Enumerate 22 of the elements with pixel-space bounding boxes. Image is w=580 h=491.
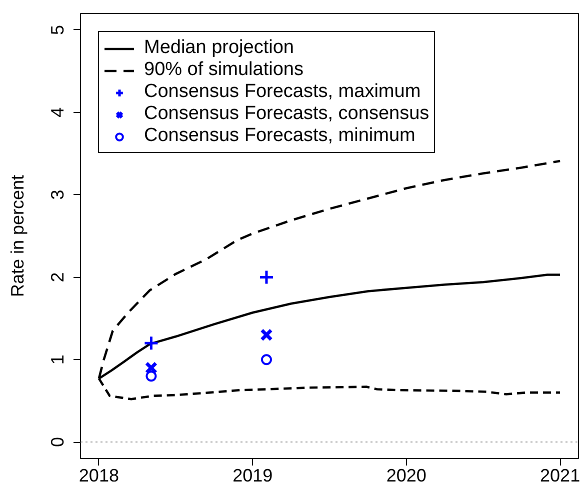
legend-label: Consensus Forecasts, minimum <box>144 125 416 147</box>
x-tick-label: 2019 <box>232 466 273 486</box>
point <box>146 370 157 382</box>
x-tick-label: 2018 <box>78 466 119 486</box>
x-tick-label: 2020 <box>386 466 426 486</box>
y-tick-label: 5 <box>48 24 68 35</box>
y-tick-label: 3 <box>48 190 68 200</box>
point <box>260 354 272 366</box>
x-tick-label: 2021 <box>540 466 580 486</box>
legend-label: 90% of simulations <box>144 59 304 81</box>
point <box>260 328 273 342</box>
legend-label: Consensus Forecasts, consensus <box>144 103 430 125</box>
y-tick-label: 2 <box>48 272 68 282</box>
legend-label: Median projection <box>144 37 294 59</box>
y-axis-title: Rate in percent <box>8 174 28 298</box>
legend-label: Consensus Forecasts, maximum <box>144 81 421 103</box>
point <box>144 362 158 374</box>
point <box>143 335 159 351</box>
y-tick-label: 1 <box>48 354 68 365</box>
y-tick-label: 4 <box>48 107 68 118</box>
y-tick-label: 0 <box>48 437 68 448</box>
point <box>258 269 274 285</box>
